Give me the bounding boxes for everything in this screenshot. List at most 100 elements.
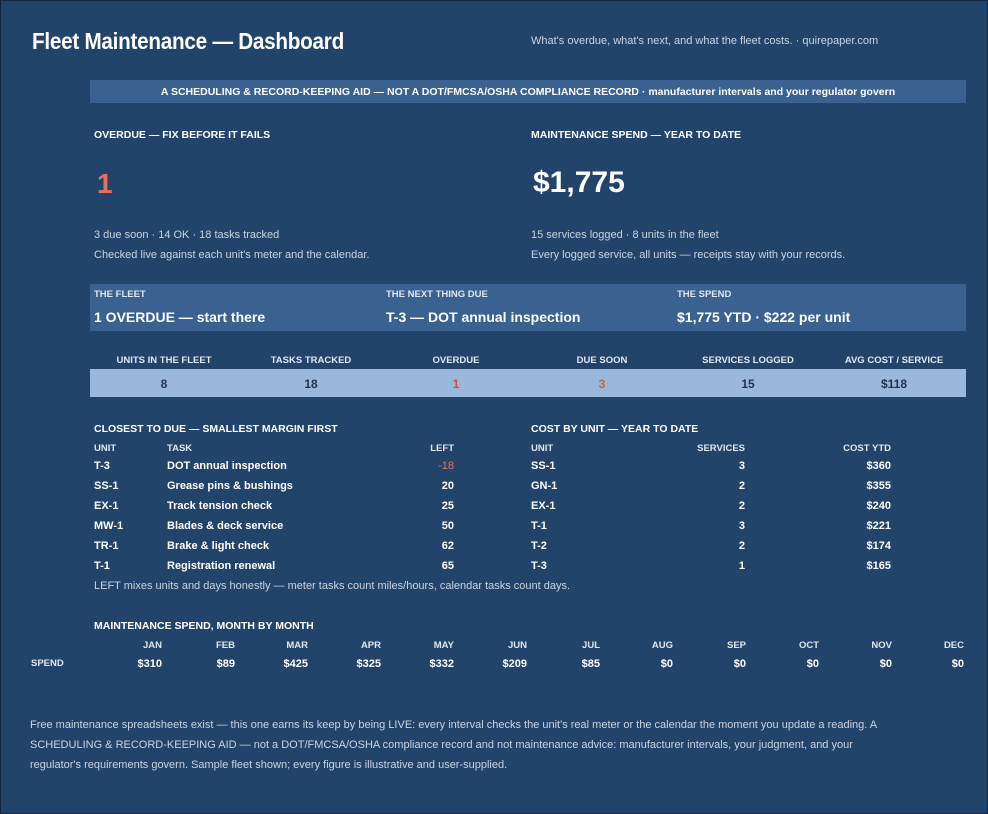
monthly-spend-heading: MAINTENANCE SPEND, MONTH BY MONTH <box>94 620 314 632</box>
closest-row-task: Track tension check <box>167 500 273 512</box>
cost-col-services: SERVICES <box>697 443 745 454</box>
cost-row-unit: T-3 <box>531 560 547 572</box>
cost-row-unit: T-2 <box>531 540 547 552</box>
month-spend-value: $332 <box>429 658 454 670</box>
stat-overdue-value: 1 <box>452 377 460 391</box>
spend-ytd-value: $1,775 <box>533 166 625 199</box>
cost-by-unit-heading: COST BY UNIT — YEAR TO DATE <box>531 423 699 435</box>
stat-units-label: UNITS IN THE FLEET <box>116 355 212 366</box>
closest-due-heading: CLOSEST TO DUE — SMALLEST MARGIN FIRST <box>94 423 338 435</box>
card-spend-value: $1,775 YTD · $222 per unit <box>677 309 851 325</box>
cost-row-unit: GN-1 <box>531 480 558 492</box>
month-spend-value: $0 <box>879 658 892 670</box>
closest-row-unit: TR-1 <box>94 540 119 552</box>
closest-row-task: Grease pins & bushings <box>167 480 293 492</box>
cost-row-cost: $165 <box>866 560 891 572</box>
closest-due-note: LEFT mixes units and days honestly — met… <box>94 580 571 592</box>
closest-row-unit: T-3 <box>94 460 110 472</box>
stat-services-value: 15 <box>741 377 755 391</box>
cost-row-services: 2 <box>738 540 745 552</box>
stat-avg-cost-value: $118 <box>880 377 908 391</box>
closest-row-left: -18 <box>438 460 454 472</box>
month-header: MAY <box>433 640 454 651</box>
month-spend-value: $0 <box>733 658 746 670</box>
month-spend-value: $325 <box>356 658 381 670</box>
month-header: JUL <box>582 640 600 651</box>
card-next-due-label: THE NEXT THING DUE <box>386 289 488 300</box>
disclaimer-banner: A SCHEDULING & RECORD-KEEPING AID — NOT … <box>90 80 966 103</box>
cost-row-unit: SS-1 <box>531 460 556 472</box>
footer-disclaimer: Free maintenance spreadsheets exist — th… <box>30 719 877 771</box>
month-spend-value: $209 <box>502 658 527 670</box>
closest-row-task: Registration renewal <box>167 560 276 572</box>
month-spend-value: $89 <box>216 658 235 670</box>
spend-ytd-summary: 15 services logged · 8 units in the flee… <box>531 229 719 241</box>
stat-avg-cost-label: AVG COST / SERVICE <box>844 355 944 366</box>
month-header: MAR <box>286 640 308 651</box>
card-fleet-label: THE FLEET <box>94 289 146 300</box>
stat-units-value: 8 <box>160 377 168 391</box>
closest-col-left: LEFT <box>430 443 454 454</box>
month-header: OCT <box>798 640 819 651</box>
overdue-summary: 3 due soon · 14 OK · 18 tasks tracked <box>94 229 280 241</box>
cost-row-services: 3 <box>738 520 745 532</box>
cost-row-services: 2 <box>738 480 745 492</box>
cost-row-services: 3 <box>738 460 745 472</box>
cost-row-cost: $240 <box>866 500 891 512</box>
spend-ytd-note: Every logged service, all units — receip… <box>531 249 846 261</box>
month-spend-value: $425 <box>283 658 308 670</box>
cost-row-services: 1 <box>738 560 745 572</box>
stat-overdue-label: OVERDUE <box>432 355 480 366</box>
card-fleet-value: 1 OVERDUE — start there <box>94 309 266 325</box>
month-spend-value: $0 <box>806 658 819 670</box>
cost-row-cost: $174 <box>866 540 891 552</box>
cost-col-cost-ytd: COST YTD <box>843 443 891 454</box>
month-header: NOV <box>871 640 892 651</box>
closest-row-left: 20 <box>441 480 454 492</box>
summary-cards <box>90 284 966 331</box>
stat-tasks-value: 18 <box>304 377 318 391</box>
month-header: AUG <box>651 640 673 651</box>
card-next-due-value: T-3 — DOT annual inspection <box>386 309 581 325</box>
cost-row-cost: $355 <box>866 480 891 492</box>
cost-row-services: 2 <box>738 500 745 512</box>
closest-row-task: Blades & deck service <box>167 520 284 532</box>
overdue-heading: OVERDUE — FIX BEFORE IT FAILS <box>94 129 271 141</box>
cost-row-unit: T-1 <box>531 520 547 532</box>
month-header: JAN <box>142 640 162 651</box>
stat-due-soon-value: 3 <box>598 377 606 391</box>
cost-row-unit: EX-1 <box>531 500 556 512</box>
closest-row-left: 25 <box>441 500 454 512</box>
closest-col-unit: UNIT <box>94 443 117 454</box>
stat-due-soon-label: DUE SOON <box>576 355 628 366</box>
closest-row-unit: MW-1 <box>94 520 124 532</box>
month-spend-value: $310 <box>137 658 162 670</box>
month-header: JUN <box>507 640 527 651</box>
spend-ytd-heading: MAINTENANCE SPEND — YEAR TO DATE <box>531 129 742 141</box>
month-header: FEB <box>216 640 235 651</box>
month-header: APR <box>360 640 381 651</box>
closest-row-task: DOT annual inspection <box>167 460 287 472</box>
closest-row-unit: EX-1 <box>94 500 119 512</box>
overdue-count: 1 <box>97 168 113 199</box>
page-title: Fleet Maintenance — Dashboard <box>32 28 344 54</box>
cost-col-unit: UNIT <box>531 443 554 454</box>
closest-row-left: 50 <box>441 520 454 532</box>
closest-row-unit: SS-1 <box>94 480 119 492</box>
closest-row-unit: T-1 <box>94 560 110 572</box>
closest-row-left: 62 <box>441 540 454 552</box>
month-spend-value: $85 <box>581 658 600 670</box>
month-spend-value: $0 <box>660 658 673 670</box>
card-spend-label: THE SPEND <box>677 289 732 300</box>
month-header: DEC <box>943 640 964 651</box>
monthly-spend-row-label: SPEND <box>31 658 64 669</box>
month-header: SEP <box>726 640 746 651</box>
closest-col-task: TASK <box>167 443 193 454</box>
closest-row-task: Brake & light check <box>167 540 270 552</box>
month-spend-value: $0 <box>951 658 964 670</box>
stat-values-band <box>90 369 966 397</box>
closest-row-left: 65 <box>441 560 454 572</box>
stat-services-label: SERVICES LOGGED <box>702 355 794 366</box>
overdue-note: Checked live against each unit's meter a… <box>94 249 370 261</box>
cost-row-cost: $360 <box>866 460 891 472</box>
